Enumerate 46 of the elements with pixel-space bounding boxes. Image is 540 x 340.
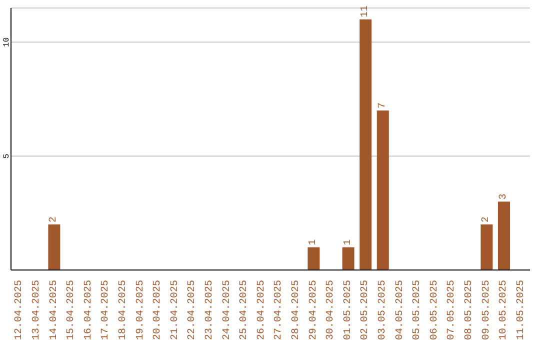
bar <box>498 202 510 270</box>
x-tick-label: 11.05.2025 <box>516 280 527 340</box>
x-tick-label: 03.05.2025 <box>377 280 388 340</box>
data-label: 11 <box>360 5 372 18</box>
data-label: 7 <box>377 102 388 109</box>
x-tick-label: 10.05.2025 <box>498 280 510 340</box>
data-label: 1 <box>308 239 320 246</box>
x-tick-label: 26.04.2025 <box>256 280 268 340</box>
x-tick-label: 01.05.2025 <box>342 280 354 340</box>
data-label: 2 <box>481 216 492 222</box>
data-label: 3 <box>498 194 510 200</box>
x-tick-label: 13.04.2025 <box>31 280 42 340</box>
x-tick-label: 12.04.2025 <box>14 280 26 340</box>
x-tick-label: 30.04.2025 <box>326 280 337 340</box>
x-tick-label: 22.04.2025 <box>187 280 198 340</box>
bar <box>360 19 372 270</box>
bar <box>308 247 320 270</box>
x-tick-label: 28.04.2025 <box>290 280 302 340</box>
x-tick-label: 27.04.2025 <box>274 280 285 340</box>
x-tick-label: 05.05.2025 <box>412 280 424 340</box>
data-label: 2 <box>48 216 60 222</box>
x-tick-label: 19.04.2025 <box>135 280 146 340</box>
x-tick-label: 08.05.2025 <box>464 280 475 340</box>
x-tick-label: 06.05.2025 <box>429 280 440 340</box>
x-tick-label: 21.04.2025 <box>170 280 181 340</box>
data-label: 1 <box>342 239 354 246</box>
x-tick-label: 25.04.2025 <box>239 280 250 340</box>
x-tick-label: 24.04.2025 <box>222 280 233 340</box>
y-tick-label: 10 <box>2 37 12 47</box>
x-tick-label: 18.04.2025 <box>118 280 129 340</box>
x-tick-label: 02.05.2025 <box>360 280 372 340</box>
bar <box>342 247 354 270</box>
y-tick-label: 5 <box>2 153 12 158</box>
bar <box>48 224 60 270</box>
x-tick-label: 23.04.2025 <box>204 280 216 340</box>
x-tick-label: 17.04.2025 <box>100 280 112 340</box>
x-tick-label: 15.04.2025 <box>66 280 78 340</box>
bar <box>376 110 389 270</box>
x-tick-label: 16.04.2025 <box>83 280 94 340</box>
x-tick-label: 04.05.2025 <box>394 280 406 340</box>
x-tick-label: 07.05.2025 <box>446 280 458 340</box>
x-tick-label: 09.05.2025 <box>481 280 492 340</box>
x-tick-label: 20.04.2025 <box>152 280 164 340</box>
bar <box>480 224 493 270</box>
x-tick-label: 29.04.2025 <box>308 280 320 340</box>
x-tick-label: 14.04.2025 <box>48 280 60 340</box>
